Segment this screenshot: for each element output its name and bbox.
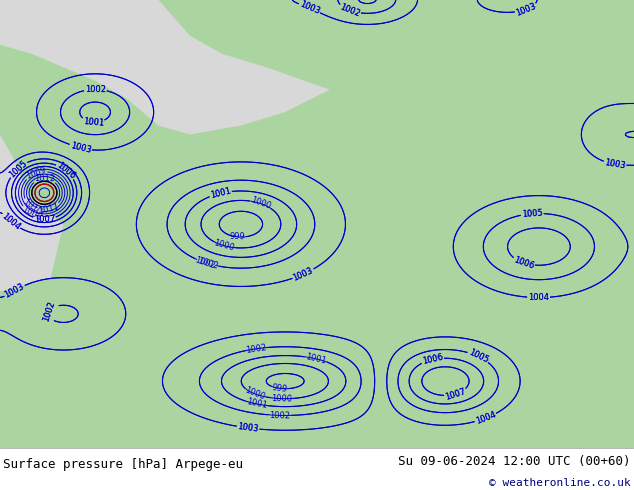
Text: 1003: 1003	[515, 1, 538, 18]
Text: 1004: 1004	[474, 410, 497, 426]
Text: 1004: 1004	[0, 211, 22, 231]
Text: 1005: 1005	[467, 348, 489, 365]
Text: 1002: 1002	[245, 343, 268, 355]
Text: 1005: 1005	[467, 348, 489, 365]
Text: 1002: 1002	[42, 300, 56, 323]
Text: © weatheronline.co.uk: © weatheronline.co.uk	[489, 477, 631, 488]
Text: 1008: 1008	[20, 204, 43, 222]
Text: 1001: 1001	[209, 187, 232, 200]
Text: 1006: 1006	[55, 161, 77, 181]
Text: 1009: 1009	[25, 165, 48, 181]
Text: 1001: 1001	[305, 352, 327, 366]
Text: Su 09-06-2024 12:00 UTC (00+60): Su 09-06-2024 12:00 UTC (00+60)	[398, 455, 631, 468]
Text: 1003: 1003	[237, 422, 259, 434]
Text: 1006: 1006	[421, 353, 444, 366]
Polygon shape	[0, 0, 63, 292]
Text: 1011: 1011	[37, 202, 60, 216]
Text: Surface pressure [hPa] Arpege-eu: Surface pressure [hPa] Arpege-eu	[3, 458, 243, 471]
Text: 1006: 1006	[421, 353, 444, 366]
Text: 1001: 1001	[209, 187, 232, 200]
Text: 999: 999	[230, 232, 245, 242]
Text: 1007: 1007	[34, 215, 55, 224]
Text: 1002: 1002	[194, 255, 216, 270]
Text: 1004: 1004	[0, 211, 22, 231]
Text: 1000: 1000	[271, 394, 293, 403]
Text: 1003: 1003	[298, 0, 321, 16]
Text: 1002: 1002	[339, 2, 361, 19]
Text: 1002: 1002	[339, 2, 361, 19]
Text: 1002: 1002	[85, 85, 106, 94]
Text: 1012: 1012	[34, 174, 55, 183]
Text: 1003: 1003	[515, 1, 538, 18]
Text: 1003: 1003	[604, 158, 626, 171]
Polygon shape	[0, 0, 330, 135]
Text: 1006: 1006	[512, 255, 535, 270]
Text: 1002: 1002	[197, 256, 219, 271]
Text: 1004: 1004	[474, 410, 497, 426]
Text: 1007: 1007	[444, 387, 467, 401]
Text: 1004: 1004	[528, 293, 549, 302]
Text: 1010: 1010	[21, 197, 43, 218]
Text: 999: 999	[271, 383, 288, 394]
Text: 1005: 1005	[521, 208, 543, 219]
Text: 1002: 1002	[42, 300, 56, 323]
Text: 1001: 1001	[245, 397, 268, 411]
Text: 1004: 1004	[528, 293, 549, 302]
Text: 1003: 1003	[604, 158, 626, 171]
Text: 1002: 1002	[269, 411, 290, 420]
Text: 1001: 1001	[82, 117, 104, 127]
Text: 1003: 1003	[237, 422, 259, 434]
Text: 1006: 1006	[55, 161, 77, 181]
Text: 1000: 1000	[243, 386, 266, 402]
Text: 1005: 1005	[7, 158, 29, 179]
Text: 1007: 1007	[34, 215, 55, 224]
Text: 1002: 1002	[85, 85, 106, 94]
Text: 1001: 1001	[82, 117, 104, 127]
Text: 1003: 1003	[3, 282, 26, 300]
Text: 1003: 1003	[69, 141, 92, 155]
Text: 1005: 1005	[521, 208, 543, 219]
Text: 1003: 1003	[292, 266, 314, 283]
Text: 1003: 1003	[292, 266, 314, 283]
Text: 1005: 1005	[7, 158, 29, 179]
Text: 1003: 1003	[69, 141, 92, 155]
Text: 1000: 1000	[213, 239, 236, 253]
Text: 1007: 1007	[444, 387, 467, 401]
Text: 1006: 1006	[512, 255, 535, 270]
Text: 1000: 1000	[249, 196, 272, 211]
Text: 1003: 1003	[3, 282, 26, 300]
Text: 1003: 1003	[298, 0, 321, 16]
